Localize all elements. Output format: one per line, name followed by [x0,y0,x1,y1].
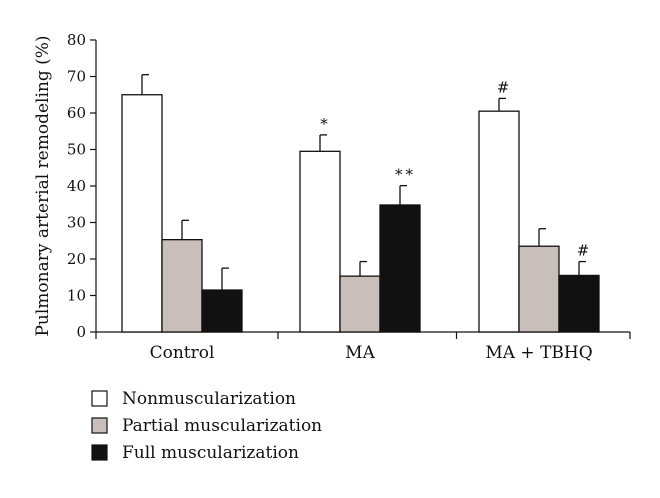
y-axis: 0 10 20 30 40 50 60 70 80 [67,31,97,341]
bar [161,239,203,333]
bar [339,275,381,333]
legend-label: Partial muscularization [122,416,322,436]
bar [478,110,520,333]
y-tick-label: 50 [67,141,86,159]
legend-label: Full muscularization [122,443,299,463]
y-tick-label: 20 [67,250,86,268]
x-category-label: MA + TBHQ [485,343,592,363]
bar [201,289,243,333]
bar [121,94,163,333]
y-tick-label: 70 [67,68,86,86]
y-tick-label: 0 [76,323,86,341]
legend-swatch [91,417,108,434]
x-category-label: Control [150,343,215,363]
bar [299,150,341,333]
y-axis-label: Pulmonary arterial remodeling (%) [33,35,53,336]
significance-marker: # [497,78,510,96]
legend-swatch [91,390,108,407]
y-tick-label: 80 [67,31,86,49]
legend-label: Nonmuscularization [122,389,296,409]
significance-marker: * * [395,166,413,184]
bar [518,245,560,333]
x-category-label: MA [345,343,375,363]
y-tick-label: 30 [67,214,86,232]
bars-group [121,74,600,333]
legend-item: Full muscularization [91,443,299,463]
x-axis: Control MA MA + TBHQ [95,331,631,363]
y-tick-label: 40 [67,177,86,195]
legend-swatch [91,444,108,461]
y-tick-label: 60 [67,104,86,122]
significance-marker: # [577,242,590,260]
annotations-group: * * * # # [320,78,589,259]
legend: Nonmuscularization Partial muscularizatio… [91,389,322,463]
significance-marker: * [320,115,328,133]
legend-item: Partial muscularization [91,416,322,436]
y-tick-label: 10 [67,287,86,305]
bar [558,274,600,333]
bar [379,204,421,333]
legend-item: Nonmuscularization [91,389,296,409]
